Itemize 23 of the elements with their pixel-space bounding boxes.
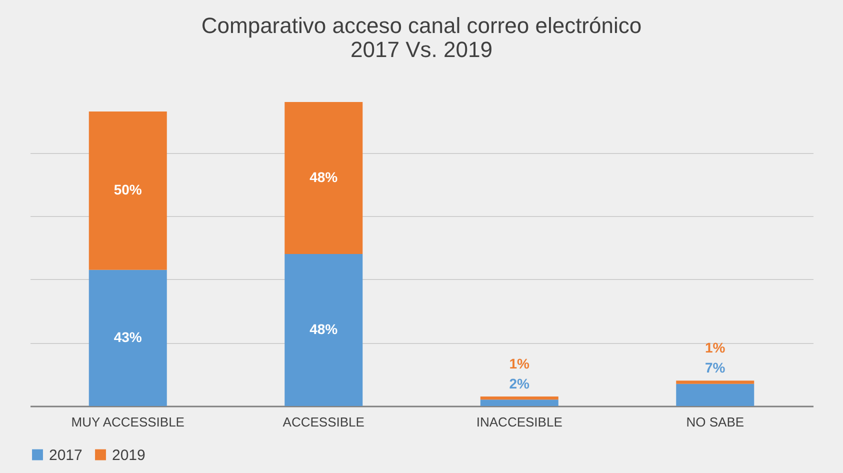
data-label: 48% [310, 321, 338, 337]
bar [676, 384, 754, 406]
data-label: 48% [310, 169, 338, 185]
x-tick-label: ACCESSIBLE [282, 414, 365, 430]
data-label: 1% [509, 356, 530, 372]
bar [676, 380, 754, 384]
data-label: 43% [114, 328, 142, 345]
x-tick-label: MUY ACCESSIBLE [71, 414, 185, 430]
bar [480, 400, 558, 406]
data-label: 1% [705, 340, 726, 356]
legend-label: 2019 [112, 446, 146, 464]
data-label: 7% [705, 360, 726, 376]
legend-label: 2017 [49, 446, 82, 464]
bar [284, 102, 363, 254]
x-tick-label: INACCESIBLE [476, 414, 563, 430]
bar [284, 254, 363, 406]
bar [88, 112, 167, 270]
data-label: 2% [509, 375, 530, 392]
chart-title: Comparativo acceso canal correo electrónico 2017 Vs. 2019 [201, 13, 642, 62]
bar [88, 270, 167, 406]
bar [480, 396, 558, 400]
x-tick-label: NO SABE [686, 414, 744, 430]
data-label: 50% [114, 182, 142, 198]
